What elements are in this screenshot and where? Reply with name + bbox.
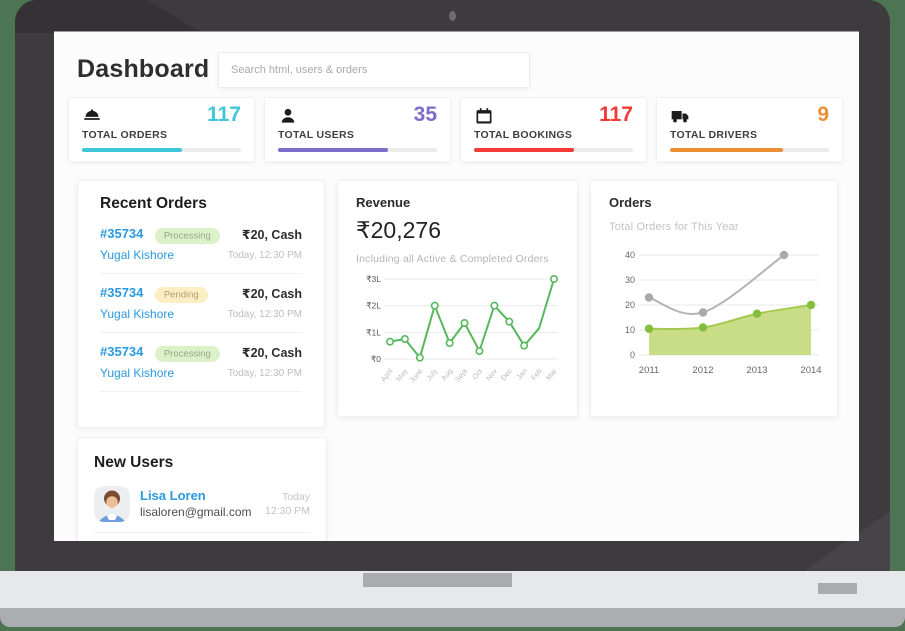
svg-text:2013: 2013 [746,365,767,376]
search-input[interactable] [218,52,530,88]
svg-text:Aug: Aug [439,367,454,383]
svg-text:Dec: Dec [499,366,514,382]
progress-track [82,148,241,152]
svg-text:₹3L: ₹3L [366,274,381,284]
svg-text:10: 10 [625,325,635,335]
svg-text:40: 40 [625,250,635,260]
stat-value: 9 [817,103,829,126]
stat-value: 117 [207,103,241,126]
user-avatar [94,486,130,522]
revenue-subtitle: Including all Active & Completed Orders [356,253,549,265]
svg-text:2012: 2012 [692,365,713,376]
stat-label: TOTAL DRIVERS [670,129,758,141]
stat-label: TOTAL USERS [278,129,355,141]
new-users-title: New Users [94,454,174,471]
progress-track [670,148,829,152]
svg-text:Oct: Oct [470,367,484,381]
revenue-panel: Revenue ₹20,276 Including all Active & C… [337,180,578,417]
svg-text:2014: 2014 [800,365,821,376]
order-amount: ₹20, Cash [241,227,302,242]
laptop-lid: Dashboard 117 TOTAL ORDERS 35 TOTAL USER… [15,0,890,571]
progress-fill [278,148,388,152]
order-row: #35734 Processing ₹20, Cash Yugal Kishor… [100,333,302,392]
svg-text:Sept: Sept [453,367,469,384]
stat-label: TOTAL BOOKINGS [474,129,573,141]
svg-text:₹2L: ₹2L [366,301,381,311]
webcam-icon [448,11,456,21]
progress-fill [670,148,783,152]
progress-fill [474,148,575,152]
order-amount: ₹20, Cash [241,286,302,301]
svg-text:30: 30 [625,275,635,285]
user-icon [278,106,298,126]
revenue-title: Revenue [356,195,411,210]
orders-subtitle: Total Orders for This Year [609,221,739,233]
stat-card-total-bookings: 117 TOTAL BOOKINGS [460,97,647,162]
user-name-link[interactable]: Lisa Loren [140,487,206,503]
order-time: Today, 12:30 PM [227,367,302,379]
orders-panel: Orders Total Orders for This Year 40 30 20… [590,180,838,417]
new-users-panel: New Users Lisa Loren lisaloren@gmail.com… [77,437,327,541]
order-id-link[interactable]: #35734 [100,285,144,300]
order-time: Today, 12:30 PM [227,249,302,261]
svg-text:0: 0 [630,350,635,360]
user-time: Today 12:30 PM [265,490,310,517]
stat-label: TOTAL ORDERS [82,129,168,141]
orders-area-chart: 40 30 20 10 0 2011 2012 2013 2014 [625,250,822,376]
svg-text:2011: 2011 [639,365,659,376]
order-row: #35734 Pending ₹20, Cash Yugal Kishore T… [100,274,302,333]
laptop-base [0,571,905,608]
calendar-icon [474,106,494,126]
order-status-badge: Processing [154,345,220,362]
progress-track [474,148,633,152]
svg-text:Mar: Mar [544,366,559,382]
order-customer-link[interactable]: Yugal Kishore [100,307,175,321]
svg-text:Feb: Feb [529,367,544,382]
svg-text:April: April [379,366,395,383]
order-row: #35734 Processing ₹20, Cash Yugal Kishor… [100,215,302,274]
progress-fill [82,148,183,152]
stat-value: 35 [413,103,437,126]
order-time: Today, 12:30 PM [227,308,302,320]
svg-text:₹1L: ₹1L [366,327,381,337]
truck-icon [670,106,690,126]
user-email: lisaloren@gmail.com [140,504,252,519]
recent-orders-panel: Recent Orders #35734 Processing ₹20, Cas… [77,180,325,428]
laptop-latch-notch [363,573,512,587]
cloche-icon [82,106,102,126]
dashboard-screen: Dashboard 117 TOTAL ORDERS 35 TOTAL USER… [54,31,859,541]
laptop-port-slot [818,583,857,594]
svg-text:Nov: Nov [484,366,499,382]
stat-card-total-users: 35 TOTAL USERS [264,97,451,162]
revenue-total: ₹20,276 [356,217,441,243]
orders-title: Orders [609,195,652,210]
order-customer-link[interactable]: Yugal Kishore [100,248,175,262]
svg-text:May: May [394,366,410,383]
laptop-base-bottom [0,608,905,627]
order-customer-link[interactable]: Yugal Kishore [100,366,175,380]
order-status-badge: Processing [154,227,220,244]
stat-value: 117 [599,103,633,126]
lid-shading-top-left [15,0,203,33]
user-row: Lisa Loren lisaloren@gmail.com Today 12:… [94,533,310,541]
stat-card-total-drivers: 9 TOTAL DRIVERS [656,97,843,162]
recent-orders-title: Recent Orders [100,195,207,212]
order-status-badge: Pending [154,286,208,303]
order-id-link[interactable]: #35734 [100,226,144,241]
order-id-link[interactable]: #35734 [100,344,144,359]
svg-text:₹0: ₹0 [371,354,381,364]
svg-text:July: July [424,366,439,382]
order-amount: ₹20, Cash [241,345,302,360]
svg-text:Jan: Jan [515,367,529,382]
stat-card-total-orders: 117 TOTAL ORDERS [68,97,255,162]
svg-text:June: June [408,367,425,385]
svg-text:20: 20 [625,300,635,310]
progress-track [278,148,437,152]
page-title: Dashboard [77,55,210,83]
user-row: Lisa Loren lisaloren@gmail.com Today 12:… [94,476,310,533]
